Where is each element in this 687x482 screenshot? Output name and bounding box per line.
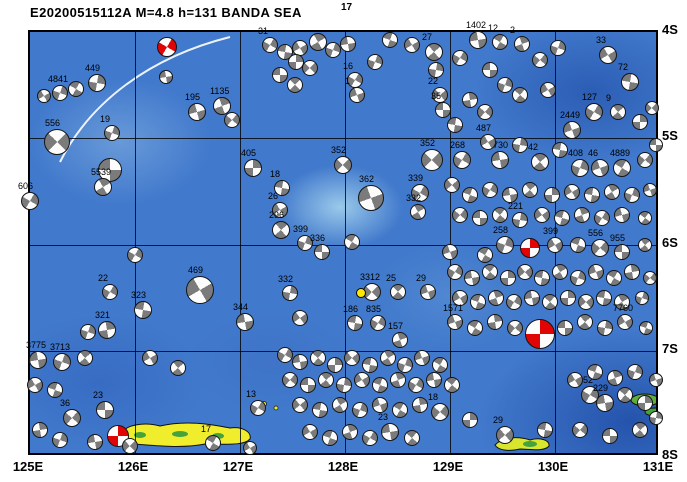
grid-line-horizontal: [30, 244, 656, 246]
x-axis-label: 125E: [12, 459, 44, 474]
x-axis-label: 130E: [537, 459, 569, 474]
stray-label: 17: [341, 2, 353, 13]
grid-line-horizontal: [30, 350, 656, 352]
grid-line-vertical: [135, 32, 136, 453]
island-green-patch: [212, 433, 224, 439]
island-romang: [494, 437, 550, 451]
island-right-edge: [630, 393, 656, 407]
grid-line-vertical: [240, 32, 241, 453]
y-axis-label: 4S: [662, 22, 678, 37]
islet: [273, 405, 279, 411]
y-axis-label: 5S: [662, 128, 678, 144]
x-axis-label: 131E: [642, 459, 674, 474]
x-axis-label: 126E: [117, 459, 149, 474]
coastline-line: [59, 36, 231, 163]
islet: [261, 401, 267, 407]
y-axis-label: 6S: [662, 234, 678, 250]
grid-line-vertical: [450, 32, 451, 453]
y-axis-label: 7S: [662, 340, 678, 356]
island-green-patch: [172, 431, 188, 437]
island-green-patch: [523, 441, 537, 447]
grid-line-horizontal: [30, 138, 656, 140]
island-green-patch: [134, 432, 146, 438]
grid-line-vertical: [555, 32, 556, 453]
island-red-spot: [111, 430, 121, 438]
grid-line-vertical: [345, 32, 346, 453]
plot-title: E20200515112A M=4.8 h=131 BANDA SEA: [30, 5, 302, 20]
x-axis-label: 128E: [327, 459, 359, 474]
x-axis-label: 127E: [222, 459, 254, 474]
depth-label: 1402: [466, 20, 487, 30]
land-layer: [59, 36, 656, 451]
y-axis-label: 8S: [662, 447, 678, 462]
island-right-edge: [644, 407, 656, 417]
map-frame: [28, 30, 658, 455]
x-axis-label: 129E: [432, 459, 464, 474]
